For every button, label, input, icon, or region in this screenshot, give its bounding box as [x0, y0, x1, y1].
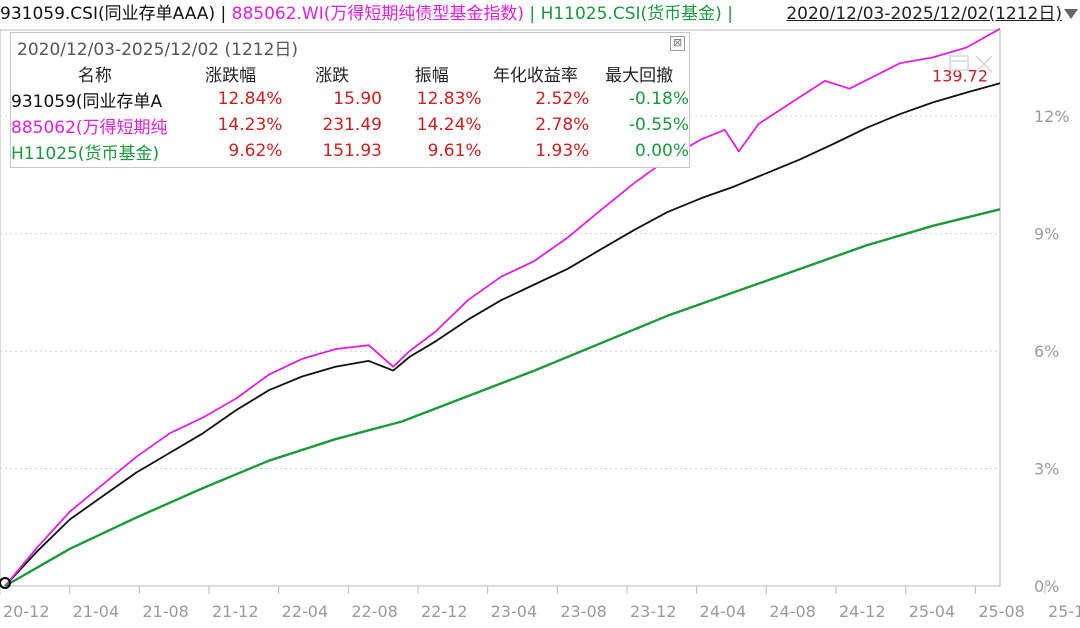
- row-name: 885062(万得短期纯: [11, 117, 168, 138]
- row-name: 931059(同业存单A: [11, 91, 163, 112]
- col-header-pct-change: 涨跌幅: [205, 65, 257, 86]
- grid-lines: [0, 115, 1000, 470]
- cell-change: 231.49: [322, 115, 382, 135]
- series-line[interactable]: [4, 28, 1001, 587]
- x-tick-label: 23-12: [630, 602, 677, 621]
- y-tick-label: 9%: [1034, 225, 1059, 244]
- interval-stats-panel: 2020/12/03-2025/12/02 (1212日) ⊠ 名称 涨跌幅 涨…: [10, 32, 690, 168]
- cell-pct-change: 14.23%: [217, 115, 283, 135]
- date-range-selector[interactable]: 2020/12/03-2025/12/02(1212日): [786, 4, 1062, 24]
- table-row[interactable]: 885062(万得短期纯 14.23% 231.49 14.24% 2.78% …: [11, 112, 689, 138]
- col-header-max-drawdown: 最大回撤: [605, 65, 674, 86]
- stats-table: 名称 涨跌幅 涨跌 振幅 年化收益率 最大回撤 931059(同业存单A 12.…: [11, 60, 689, 164]
- x-tick-label: 20-12: [3, 602, 50, 621]
- dropdown-arrow-icon[interactable]: [1064, 9, 1078, 19]
- chart-toolbar: [948, 52, 998, 76]
- cell-change: 151.93: [322, 141, 382, 161]
- window-icon[interactable]: [949, 55, 969, 71]
- series-lines: [0, 28, 1001, 589]
- x-tick-label: 23-04: [491, 602, 537, 621]
- legend-separator: |: [727, 4, 733, 24]
- cell-pct-change: 12.84%: [217, 89, 283, 109]
- last-value-label: 139.72: [932, 66, 988, 85]
- x-tick-label: 25-12: [1048, 602, 1080, 621]
- table-row[interactable]: H11025(货币基金) 9.62% 151.93 9.61% 1.93% 0.…: [11, 138, 689, 164]
- col-header-annual-return: 年化收益率: [492, 65, 578, 86]
- y-tick-label: 3%: [1034, 460, 1059, 479]
- col-header-amplitude: 振幅: [414, 65, 449, 86]
- x-tick-label: 24-12: [839, 602, 886, 621]
- cell-annual-return: 1.93%: [535, 141, 590, 161]
- x-tick-label: 24-08: [769, 602, 816, 621]
- x-tick-label: 25-08: [978, 602, 1024, 621]
- legend-label: 885062.WI(万得短期纯债型基金指数): [231, 4, 525, 24]
- cell-annual-return: 2.52%: [535, 89, 590, 109]
- row-name: H11025(货币基金): [11, 143, 160, 164]
- panel-close-icon[interactable]: ⊠: [670, 36, 685, 51]
- series-line[interactable]: [4, 208, 1001, 588]
- series-legend: 931059.CSI(同业存单AAA) | 885062.WI(万得短期纯债型基…: [0, 0, 790, 28]
- cell-change: 15.90: [333, 89, 382, 109]
- x-tick-label: 21-04: [73, 602, 120, 621]
- close-icon[interactable]: [975, 55, 993, 73]
- legend-label: H11025.CSI(货币基金): [540, 4, 722, 24]
- x-tick-label: 21-08: [142, 602, 189, 621]
- cell-annual-return: 2.78%: [535, 115, 590, 135]
- x-tick-label: 25-04: [909, 602, 956, 621]
- legend-item-h11025[interactable]: H11025.CSI(货币基金): [541, 4, 722, 24]
- legend-item-885062[interactable]: 885062.WI(万得短期纯债型基金指数): [232, 4, 524, 24]
- col-header-change: 涨跌: [315, 65, 350, 86]
- y-tick-label: 12%: [1034, 107, 1070, 126]
- y-tick-label: 6%: [1034, 342, 1059, 361]
- x-tick-label: 22-04: [282, 602, 329, 621]
- cell-max-drawdown: -0.18%: [628, 89, 689, 109]
- x-axis-ticks: 20-12 21-04 21-08 21-12 22-04 22-08 22-12 23-04…: [0, 586, 1080, 621]
- x-tick-label: 22-12: [421, 602, 468, 621]
- col-header-name: 名称: [77, 65, 112, 86]
- x-tick-label: 21-12: [212, 602, 259, 621]
- legend-label: 931059.CSI(同业存单AAA): [0, 4, 216, 24]
- x-tick-label: 22-08: [351, 602, 398, 621]
- cell-amplitude: 12.83%: [416, 89, 482, 109]
- x-tick-label: 23-08: [560, 602, 607, 621]
- plot-frame: [0, 29, 1001, 587]
- value-labels: 139.72: [932, 66, 988, 85]
- cell-pct-change: 9.62%: [228, 141, 283, 161]
- stats-header-row: 名称 涨跌幅 涨跌 振幅 年化收益率 最大回撤: [11, 60, 689, 86]
- cell-max-drawdown: -0.55%: [628, 115, 689, 135]
- start-marker: [0, 577, 11, 589]
- cell-amplitude: 9.61%: [427, 141, 482, 161]
- y-axis-ticks: 0% 3% 6% 9% 12%: [1034, 107, 1070, 596]
- legend-item-931059[interactable]: 931059.CSI(同业存单AAA): [0, 4, 215, 24]
- series-line[interactable]: [4, 82, 1001, 587]
- legend-separator: |: [529, 4, 536, 24]
- cell-amplitude: 14.24%: [416, 115, 482, 135]
- x-tick-label: 24-04: [700, 602, 747, 621]
- cell-max-drawdown: 0.00%: [634, 141, 689, 161]
- y-tick-label: 0%: [1034, 577, 1059, 596]
- stats-title: 2020/12/03-2025/12/02 (1212日): [17, 40, 299, 60]
- legend-separator: |: [220, 4, 227, 24]
- table-row[interactable]: 931059(同业存单A 12.84% 15.90 12.83% 2.52% -…: [11, 86, 689, 112]
